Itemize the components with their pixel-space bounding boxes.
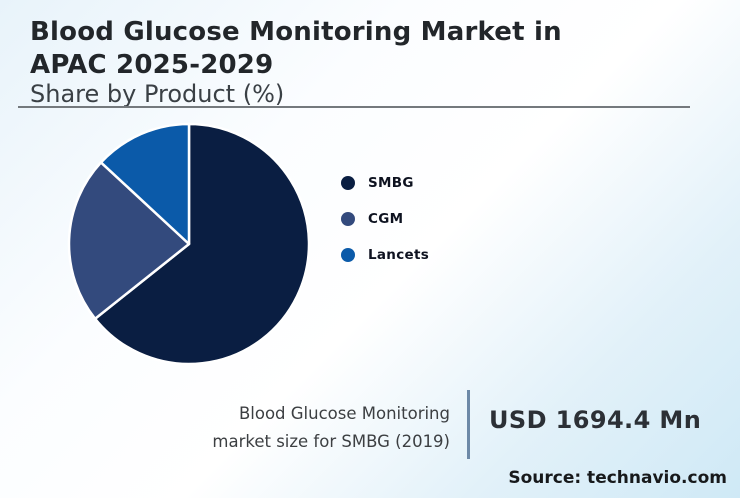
legend-item-cgm: CGM: [341, 211, 429, 227]
pie-slice-smbg: [93, 122, 311, 366]
pie-chart: [67, 122, 311, 366]
legend-label-lancets: Lancets: [368, 247, 430, 263]
stat-caption-line1: Blood Glucose Monitoring: [238, 404, 450, 423]
legend-label-cgm: CGM: [368, 211, 404, 227]
stat-divider-line: [467, 390, 470, 459]
page-title-line1: Blood Glucose Monitoring Market in: [30, 17, 562, 47]
legend-color-dot-cgm: [341, 212, 355, 226]
legend-color-dot-smbg: [341, 176, 355, 190]
stat-caption-line2: market size for SMBG (2019): [212, 432, 450, 451]
legend-item-lancets: Lancets: [341, 247, 430, 263]
pie-slice-cgm: [67, 161, 191, 320]
stat-caption: Blood Glucose Monitoring market size for…: [150, 400, 450, 456]
header-divider-line: [18, 106, 690, 108]
page-subtitle: Share by Product (%): [30, 80, 285, 108]
page-title: Blood Glucose Monitoring Market in APAC …: [30, 16, 650, 82]
stat-value: USD 1694.4 Mn: [489, 406, 702, 434]
legend-label-smbg: SMBG: [368, 175, 414, 191]
legend-color-dot-lancets: [341, 248, 355, 262]
source-attribution: Source: technavio.com: [508, 468, 727, 488]
pie-slice-lancets: [99, 122, 191, 246]
legend-item-smbg: SMBG: [341, 175, 429, 191]
chart-legend: SMBG CGM Lancets: [341, 175, 430, 263]
page-title-line2: APAC 2025-2029: [30, 50, 274, 80]
